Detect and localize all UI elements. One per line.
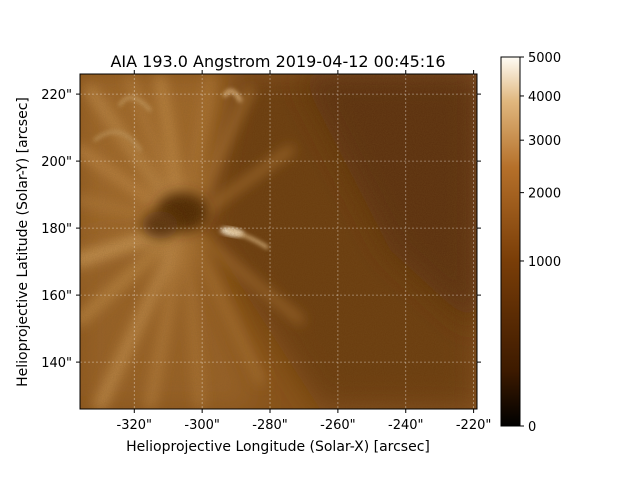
colorbar-tick-label: 5000 <box>528 51 561 66</box>
colorbar-tick-label: 4000 <box>528 90 561 105</box>
y-tick-label: 160" <box>41 289 72 304</box>
x-tick-label: -300" <box>184 418 219 433</box>
y-tick-label: 140" <box>41 356 72 371</box>
colorbar-tick-label: 0 <box>528 420 536 435</box>
colorbar-tick-label: 3000 <box>528 134 561 149</box>
plot-title: AIA 193.0 Angstrom 2019-04-12 00:45:16 <box>110 52 445 71</box>
y-tick-label: 220" <box>41 88 72 103</box>
y-axis-label: Helioprojective Latitude (Solar-Y) [arcs… <box>15 97 31 387</box>
x-tick-label: -280" <box>252 418 287 433</box>
solar-image <box>80 74 477 409</box>
x-tick-label: -320" <box>117 418 152 433</box>
x-tick-label: -220" <box>456 418 491 433</box>
x-tick-label: -240" <box>388 418 423 433</box>
x-axis-label: Helioprojective Longitude (Solar-X) [arc… <box>126 439 430 455</box>
colorbar-tick-label: 1000 <box>528 255 561 270</box>
plot-frame <box>79 73 478 410</box>
colorbar-tick-label: 2000 <box>528 187 561 202</box>
y-tick-label: 180" <box>41 222 72 237</box>
y-tick-label: 200" <box>41 155 72 170</box>
colorbar <box>500 56 521 427</box>
colorbar-ticks: 0 1000 2000 3000 4000 5000 <box>520 51 561 435</box>
x-axis-ticks: -320" -300" -280" -260" -240" -220" <box>117 70 491 433</box>
y-axis-ticks: 140" 160" 180" 200" 220" <box>41 88 481 371</box>
x-tick-label: -260" <box>320 418 355 433</box>
